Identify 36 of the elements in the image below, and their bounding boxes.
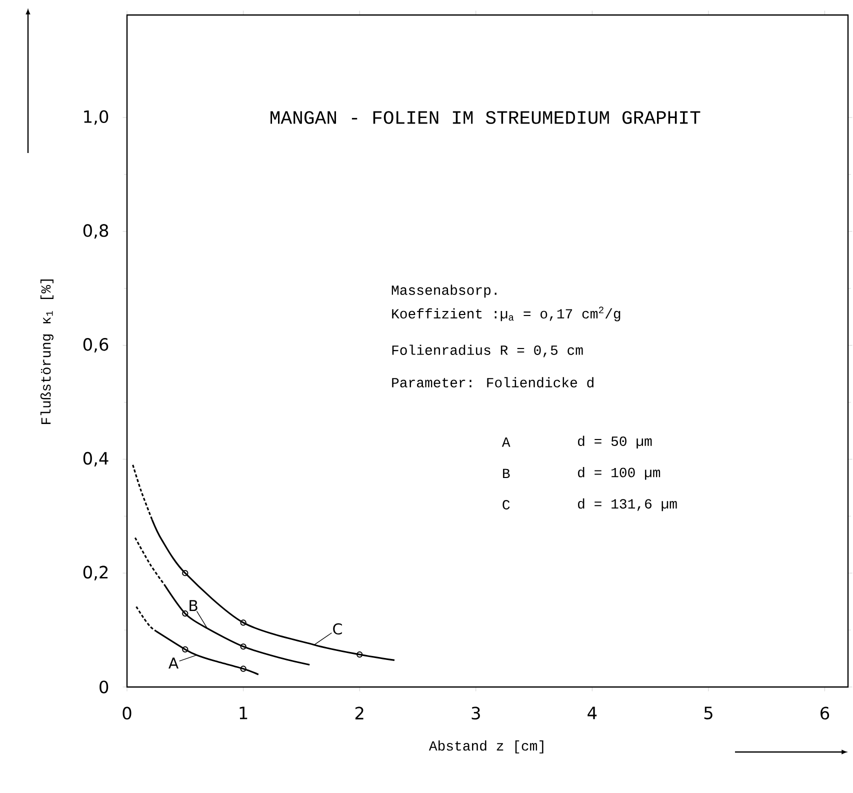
point	[182, 610, 188, 617]
x-tick-label: 0	[122, 706, 132, 720]
y-tick-label: 0	[100, 680, 108, 694]
legend-label: C	[333, 623, 342, 635]
y-tick-label: 1,0	[84, 110, 108, 125]
point	[182, 570, 188, 576]
annotation: d = 131,6 µm	[578, 498, 677, 512]
annotation: d = 100 µm	[578, 467, 660, 480]
annotation: Massenabsorp.	[392, 284, 496, 298]
y-tick-label: 0,2	[83, 566, 108, 580]
point	[240, 620, 246, 626]
annotation: A	[502, 438, 510, 447]
x-axis-title: Abstand z [cm]	[428, 740, 544, 754]
x-tick-label: 2	[355, 706, 364, 720]
point	[182, 646, 188, 652]
point	[240, 643, 246, 650]
x-tick-label: 4	[588, 706, 597, 720]
annotation: Koeffizient :µ$_{a}$ = o,17 cm$^{2}$/g	[392, 306, 620, 322]
point	[356, 651, 363, 658]
annotation: Parameter: Foliendicke d	[392, 377, 594, 388]
x-tick-label: 6	[820, 706, 830, 720]
annotation: Folienradius R = 0,5 cm	[392, 344, 583, 358]
x-tick-label: 3	[472, 706, 480, 720]
annotation: B	[503, 468, 510, 478]
text: Flußstörung κ$_{1}$ [%]	[40, 279, 54, 424]
series-label: A	[168, 658, 179, 669]
y-tick-label: 0,4	[83, 452, 108, 466]
point	[240, 666, 246, 672]
x-tick-label: 5	[704, 706, 712, 720]
x-tick-label: 1	[240, 706, 248, 720]
y-tick-label: 0,6	[83, 338, 108, 353]
annotation: C	[502, 500, 510, 510]
text: MANGAN - FOLIEN IM STREUMEDIUM GRAPHIT	[270, 111, 700, 124]
annotation: d = 50 µm	[578, 436, 652, 448]
series-label: B	[190, 600, 198, 611]
y-tick-label: 0,8	[83, 224, 108, 239]
